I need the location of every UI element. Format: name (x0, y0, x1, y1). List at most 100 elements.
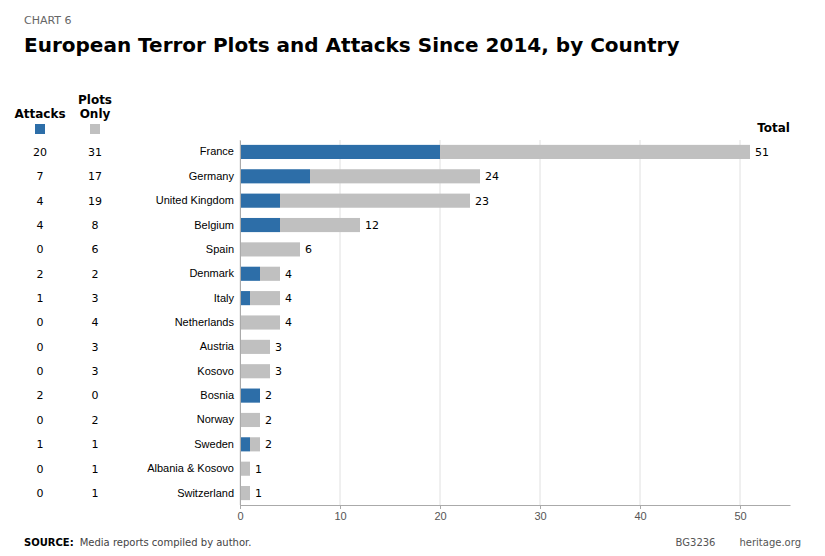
x-tick-label: 20 (434, 510, 446, 522)
y-tick: Italy (214, 292, 235, 304)
legend-swatch (90, 124, 100, 134)
data-label: 17 (88, 170, 102, 183)
y-tick-label: Kosovo (197, 365, 234, 377)
bar (440, 145, 750, 159)
source-text: Media reports compiled by author. (80, 537, 252, 548)
total-label: 2 (265, 389, 272, 402)
total-label: 23 (475, 195, 489, 208)
total-label: 3 (275, 365, 282, 378)
data-label: 4 (37, 219, 44, 232)
y-tick-label: Bosnia (200, 389, 235, 401)
bar (240, 413, 260, 427)
data-label: 7 (37, 170, 44, 183)
bar (250, 437, 260, 451)
total-label: 24 (485, 170, 499, 183)
y-tick-label: Netherlands (175, 316, 235, 328)
data-label: 20 (33, 146, 47, 159)
total-label: 6 (305, 243, 312, 256)
y-tick-label: Sweden (194, 438, 234, 450)
bar (240, 169, 310, 183)
grid-line (740, 140, 741, 505)
data-label: 4 (37, 195, 44, 208)
y-tick-label: Denmark (189, 267, 234, 279)
total-label: 12 (365, 219, 379, 232)
data-label: 8 (92, 219, 99, 232)
data-label: 1 (37, 438, 44, 451)
footer-site: heritage.org (739, 537, 801, 548)
data-label: 4 (92, 316, 99, 329)
data-label: 0 (37, 243, 44, 256)
y-tick: Albania & Kosovo (147, 462, 234, 474)
data-label-column: 2074402100020100 (33, 146, 47, 500)
bar (240, 437, 250, 451)
x-tick-label: 10 (334, 510, 346, 522)
legend-swatch (35, 124, 45, 134)
data-label: 2 (92, 414, 99, 427)
total-label: 4 (285, 292, 292, 305)
bar (240, 486, 250, 500)
y-tick-label: Italy (214, 292, 235, 304)
data-label: 2 (37, 389, 44, 402)
y-tick-label: France (200, 145, 234, 157)
source-label: SOURCE: (24, 537, 74, 548)
y-axis: France Germany United Kingdom Belgium Spain D… (147, 141, 240, 506)
total-header: Total (757, 121, 790, 135)
x-tick-mark (340, 505, 341, 509)
legend-label: Attacks (14, 107, 65, 121)
x-tick-mark (640, 505, 641, 509)
bar (240, 145, 440, 159)
bar (240, 315, 280, 329)
y-tick: Denmark (189, 267, 234, 279)
total-label: 1 (255, 487, 262, 500)
data-label: 1 (37, 292, 44, 305)
data-label: 0 (37, 463, 44, 476)
bar (240, 291, 250, 305)
x-tick: 50 (734, 505, 746, 522)
x-tick: 40 (634, 505, 646, 522)
data-label: 31 (88, 146, 102, 159)
y-tick-label: Switzerland (177, 487, 234, 499)
x-tick-label: 30 (534, 510, 546, 522)
y-tick: Netherlands (175, 316, 235, 328)
data-label: 19 (88, 195, 102, 208)
y-tick-label: Austria (200, 340, 235, 352)
bar (240, 194, 280, 208)
x-tick-mark (540, 505, 541, 509)
y-tick-label: Spain (206, 243, 234, 255)
total-label: 1 (255, 463, 262, 476)
bar (240, 340, 270, 354)
y-tick: Sweden (194, 438, 234, 450)
y-tick-label: Germany (189, 170, 235, 182)
data-label: 0 (37, 365, 44, 378)
total-label: 4 (285, 268, 292, 281)
data-label: 3 (92, 341, 99, 354)
bar (240, 267, 260, 281)
x-tick: 0 (237, 505, 243, 522)
x-axis: 0 10 20 30 40 50 (237, 505, 790, 522)
data-label: 0 (92, 389, 99, 402)
grid-line (640, 140, 641, 505)
total-label: 4 (285, 316, 292, 329)
bar (280, 218, 360, 232)
y-tick-label: Norway (197, 413, 235, 425)
data-label: 0 (37, 487, 44, 500)
bars (240, 145, 750, 500)
x-tick: 30 (534, 505, 546, 522)
bar (240, 242, 300, 256)
bar (260, 267, 280, 281)
x-tick-label: 40 (634, 510, 646, 522)
y-tick-label: United Kingdom (156, 194, 234, 206)
data-label: 2 (37, 268, 44, 281)
grid-line (540, 140, 541, 505)
data-label: 1 (92, 438, 99, 451)
y-tick: Kosovo (197, 365, 234, 377)
y-tick: Bosnia (200, 389, 235, 401)
title: European Terror Plots and Attacks Since … (24, 33, 680, 57)
bar (250, 291, 280, 305)
y-tick: Spain (206, 243, 234, 255)
chart: CHART 6European Terror Plots and Attacks… (0, 0, 825, 556)
y-tick-label: Albania & Kosovo (147, 462, 234, 474)
data-label: 0 (37, 316, 44, 329)
y-tick-label: Belgium (194, 219, 234, 231)
x-tick-label: 50 (734, 510, 746, 522)
